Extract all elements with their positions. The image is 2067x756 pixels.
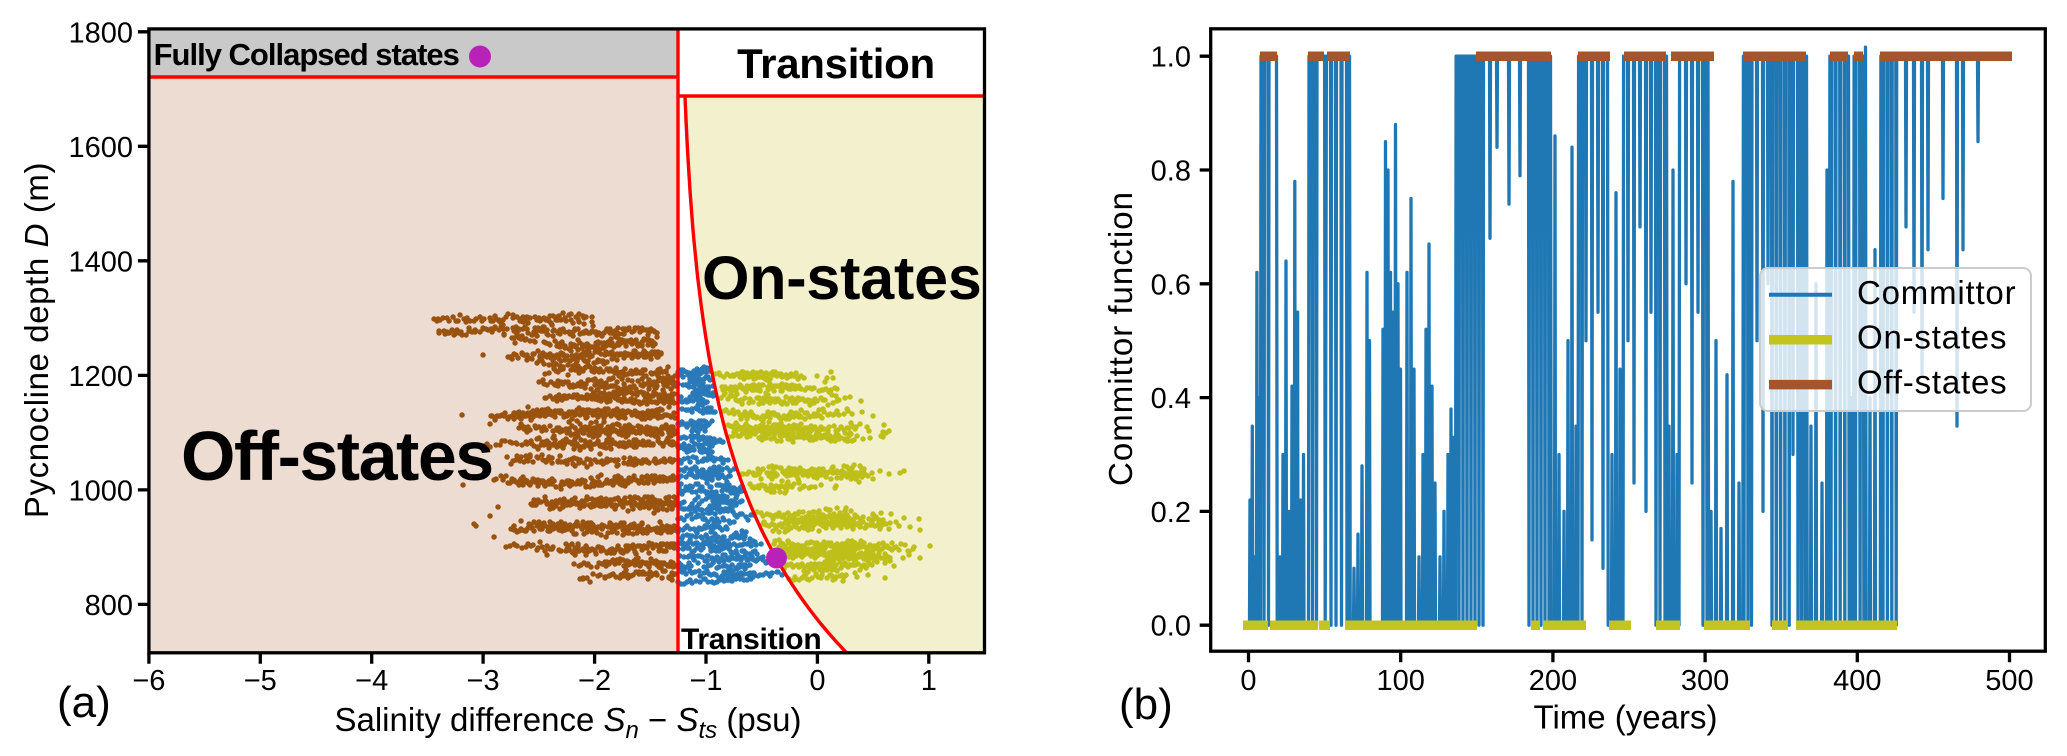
svg-text:Off-states: Off-states bbox=[1857, 364, 2007, 401]
svg-text:Transition: Transition bbox=[681, 623, 821, 656]
svg-text:0: 0 bbox=[1240, 665, 1256, 697]
svg-text:0: 0 bbox=[809, 665, 825, 697]
svg-text:(a): (a) bbox=[57, 678, 111, 727]
svg-text:Fully Collapsed states: Fully Collapsed states bbox=[154, 37, 459, 72]
svg-text:−6: −6 bbox=[132, 665, 165, 697]
svg-text:200: 200 bbox=[1529, 665, 1577, 697]
svg-text:−1: −1 bbox=[689, 665, 722, 697]
svg-text:−3: −3 bbox=[467, 665, 500, 697]
svg-text:100: 100 bbox=[1377, 665, 1425, 697]
svg-text:Committor function: Committor function bbox=[1102, 191, 1139, 486]
svg-text:0.4: 0.4 bbox=[1151, 383, 1191, 415]
svg-text:Committor: Committor bbox=[1857, 274, 2016, 311]
svg-text:1400: 1400 bbox=[68, 246, 133, 278]
svg-text:Transition: Transition bbox=[737, 40, 935, 87]
svg-text:Pycnocline depth D (m): Pycnocline depth D (m) bbox=[18, 162, 55, 518]
svg-text:Salinity difference Sn − Sts (: Salinity difference Sn − Sts (psu) bbox=[334, 701, 801, 744]
svg-text:−2: −2 bbox=[578, 665, 611, 697]
svg-text:0.6: 0.6 bbox=[1151, 269, 1191, 301]
svg-text:Off-states: Off-states bbox=[181, 417, 493, 495]
svg-text:(b): (b) bbox=[1119, 680, 1173, 729]
svg-text:400: 400 bbox=[1833, 665, 1881, 697]
svg-text:0.8: 0.8 bbox=[1151, 156, 1191, 188]
svg-text:Time (years): Time (years) bbox=[1534, 699, 1718, 736]
svg-text:300: 300 bbox=[1681, 665, 1729, 697]
svg-text:500: 500 bbox=[1985, 665, 2033, 697]
svg-text:1800: 1800 bbox=[68, 17, 133, 49]
svg-text:−5: −5 bbox=[244, 665, 277, 697]
svg-text:−4: −4 bbox=[355, 665, 388, 697]
svg-text:1.0: 1.0 bbox=[1151, 42, 1191, 74]
svg-text:0.2: 0.2 bbox=[1151, 497, 1191, 529]
svg-text:On-states: On-states bbox=[1857, 319, 2007, 356]
svg-text:1000: 1000 bbox=[68, 475, 133, 507]
svg-text:1200: 1200 bbox=[68, 361, 133, 393]
svg-text:0.0: 0.0 bbox=[1151, 611, 1191, 643]
svg-text:1600: 1600 bbox=[68, 132, 133, 164]
svg-text:1: 1 bbox=[921, 665, 937, 697]
svg-text:On-states: On-states bbox=[702, 244, 982, 312]
svg-text:800: 800 bbox=[85, 590, 133, 622]
